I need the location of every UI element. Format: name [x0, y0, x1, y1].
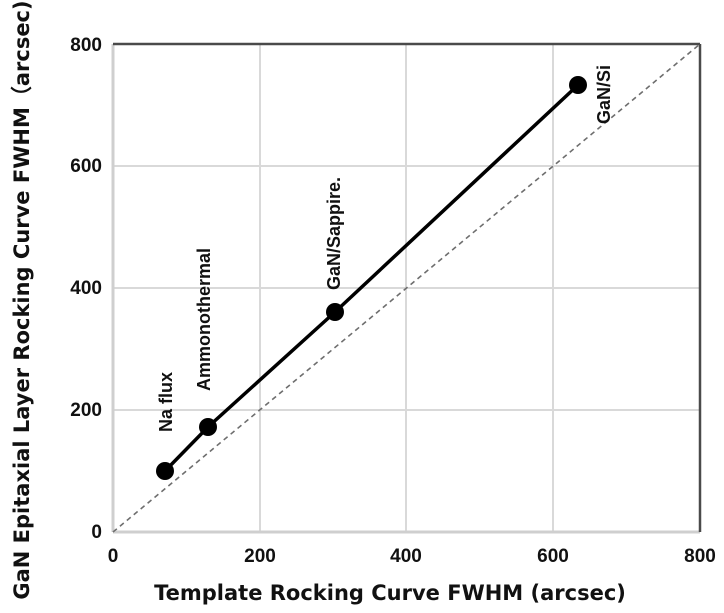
marker-ammonothermal — [199, 418, 217, 436]
plot-frame — [111, 42, 702, 534]
y-tick-200: 200 — [70, 400, 102, 421]
x-tick-labels: 0 200 400 600 800 — [108, 546, 716, 567]
point-label-ammonothermal: Ammonothermal — [194, 248, 214, 391]
marker-na-flux — [156, 462, 174, 480]
y-tick-600: 600 — [70, 156, 102, 177]
x-axis-title: Template Rocking Curve FWHM (arcsec) — [154, 581, 626, 605]
x-tick-200: 200 — [244, 546, 276, 567]
point-label-na-flux: Na flux — [156, 372, 176, 432]
marker-gan-si — [569, 76, 587, 94]
y-tick-0: 0 — [91, 522, 102, 543]
reference-diagonal-line — [112, 43, 701, 533]
point-label-gan-sapphire: GaN/Sappire. — [324, 177, 344, 290]
data-markers — [156, 76, 587, 480]
x-tick-400: 400 — [390, 546, 422, 567]
y-axis-title: GaN Epitaxial Layer Rocking Curve FWHM（a… — [10, 0, 34, 599]
x-tick-0: 0 — [108, 546, 119, 567]
marker-gan-sapphire — [326, 303, 344, 321]
x-tick-800: 800 — [684, 546, 716, 567]
y-tick-800: 800 — [70, 35, 102, 56]
y-tick-400: 400 — [70, 278, 102, 299]
x-tick-600: 600 — [537, 546, 569, 567]
y-tick-labels: 0 200 400 600 800 — [70, 35, 102, 543]
point-label-gan-si: GaN/Si — [594, 65, 614, 124]
data-series-line — [163, 83, 580, 473]
